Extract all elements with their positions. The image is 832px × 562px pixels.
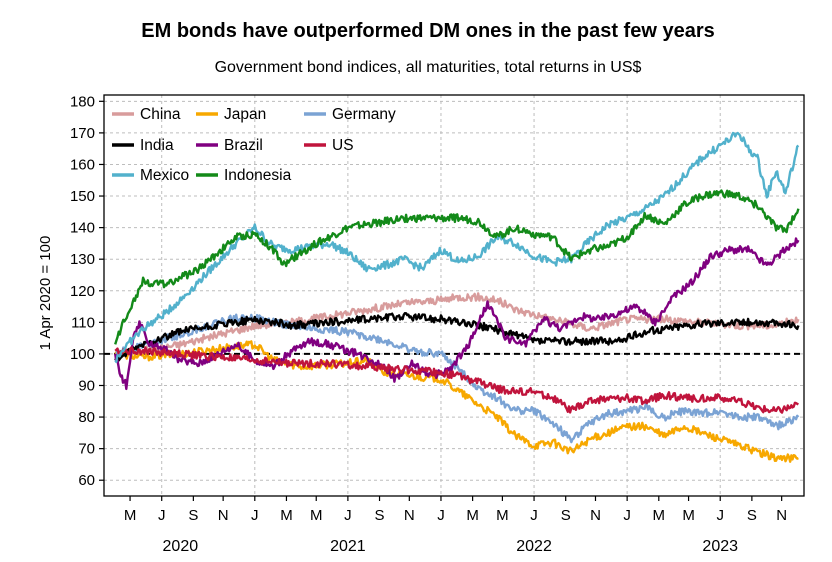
series-line-india	[114, 312, 800, 362]
y-tick-label: 120	[70, 283, 95, 300]
y-tick-label: 160	[70, 156, 95, 173]
x-tick-label: J	[158, 507, 166, 524]
y-tick-label: 70	[78, 441, 95, 458]
x-tick-label: M	[653, 507, 666, 524]
series-line-japan	[114, 340, 799, 463]
x-tick-label: J	[437, 507, 445, 524]
series-line-brazil	[114, 237, 800, 391]
series-line-mexico	[114, 131, 800, 363]
x-tick-label: J	[251, 507, 259, 524]
year-labels: 2020 2021 2022 2023	[163, 538, 739, 555]
y-tick-label: 100	[70, 346, 95, 363]
year-label: 2023	[702, 538, 738, 555]
x-tick-label: J	[716, 507, 724, 524]
y-tick-label: 130	[70, 251, 95, 268]
x-tick-label: M	[496, 507, 509, 524]
x-tick-label: M	[310, 507, 323, 524]
x-tick-label: N	[404, 507, 415, 524]
y-axis-label: 1 Apr 2020 = 100	[37, 236, 54, 351]
x-tick-label: J	[344, 507, 352, 524]
y-tick-label: 90	[78, 377, 95, 394]
y-tick-label: 150	[70, 188, 95, 205]
x-tick-label: M	[280, 507, 293, 524]
x-tick-label: M	[682, 507, 695, 524]
series-lines	[114, 131, 800, 463]
chart-title: EM bonds have outperformed DM ones in th…	[141, 20, 714, 42]
x-tick-label: N	[776, 507, 787, 524]
y-tick-label: 80	[78, 409, 95, 426]
legend-label-us: US	[332, 137, 354, 154]
y-tick-label: 140	[70, 220, 95, 237]
year-label: 2021	[330, 538, 366, 555]
legend-label-brazil: Brazil	[224, 137, 263, 154]
legend-label-japan: Japan	[224, 106, 266, 123]
year-label: 2020	[163, 538, 199, 555]
y-tick-label: 170	[70, 125, 95, 142]
y-tick-label: 60	[78, 472, 95, 489]
legend-label-india: India	[140, 137, 174, 154]
plot-frame	[103, 94, 805, 497]
legend: China Japan Germany India Brazil US Mexico Indo…	[112, 106, 396, 184]
x-tick-label: S	[188, 507, 198, 524]
y-tick-label: 110	[71, 314, 95, 331]
x-tick-label: J	[623, 507, 631, 524]
x-tick-label: M	[124, 507, 137, 524]
legend-label-china: China	[140, 106, 181, 123]
x-tick-label: S	[747, 507, 757, 524]
legend-label-mexico: Mexico	[140, 167, 189, 184]
y-ticks: 60 70 80 90 100 110 120 130 140 150 160 170 180	[70, 93, 104, 489]
x-tick-label: S	[561, 507, 571, 524]
series-line-us	[114, 346, 799, 414]
chart-subtitle: Government bond indices, all maturities,…	[215, 59, 642, 76]
series-line-indonesia	[114, 189, 800, 345]
x-tick-label: M	[466, 507, 479, 524]
x-tick-label: N	[590, 507, 601, 524]
legend-label-indonesia: Indonesia	[224, 167, 292, 184]
x-tick-label: S	[375, 507, 385, 524]
year-label: 2022	[516, 538, 552, 555]
x-tick-label: N	[218, 507, 229, 524]
y-tick-label: 180	[70, 93, 95, 110]
legend-label-germany: Germany	[332, 106, 396, 123]
x-tick-label: J	[530, 507, 538, 524]
